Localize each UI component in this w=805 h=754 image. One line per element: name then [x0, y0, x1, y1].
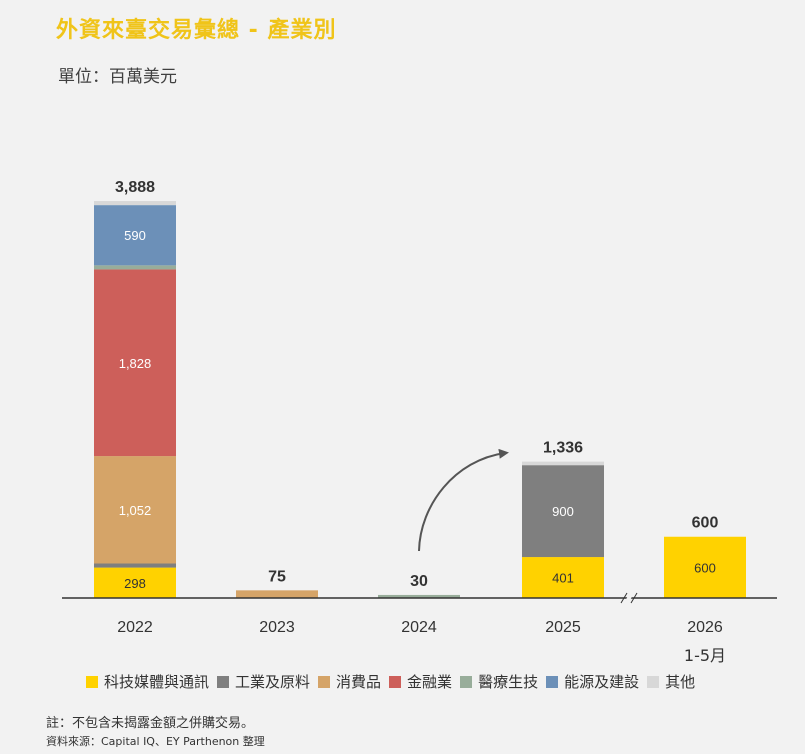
legend-item: 消費品: [318, 671, 381, 692]
segment-label: 401: [552, 571, 574, 586]
segment-label: 1,828: [119, 356, 152, 371]
growth-arrow: [418, 448, 509, 552]
legend-label: 能源及建設: [564, 673, 640, 691]
legend-item: 醫療生技: [460, 671, 538, 692]
bar-segment: [94, 269, 176, 457]
unit-label: 單位：百萬美元: [58, 67, 177, 87]
legend-label: 其他: [665, 673, 696, 691]
x-tick-label: 2022: [117, 619, 153, 636]
legend-label: 醫療生技: [478, 673, 539, 691]
bar-segment: [378, 594, 460, 598]
bar-segment: [522, 461, 604, 466]
bar-segment: [94, 201, 176, 206]
segment-label: 298: [124, 576, 146, 591]
legend-label: 金融業: [407, 673, 453, 691]
total-label: 30: [410, 573, 428, 590]
bar-segment: [522, 557, 604, 598]
bar-segment: [522, 465, 604, 558]
segment-label: 590: [124, 228, 146, 243]
x-tick-label: 2024: [401, 619, 437, 636]
segment-label: 900: [552, 504, 574, 519]
legend-swatch: [647, 675, 660, 688]
x-tick-label: 2026: [687, 619, 723, 636]
legend-swatch: [217, 675, 230, 688]
legend-label: 工業及原料: [235, 673, 311, 691]
axis-break-mark: [620, 591, 638, 605]
x-tick-sublabel: 1-5月: [684, 646, 726, 665]
legend-swatch: [546, 675, 559, 688]
footnote: 註：不包含未揭露金額之併購交易。: [46, 716, 255, 731]
legend-item: 能源及建設: [546, 671, 639, 692]
total-label: 75: [268, 568, 286, 585]
bar-segment: [236, 590, 318, 598]
bar-segment: [94, 265, 176, 270]
bar-segment: [94, 456, 176, 564]
legend-item: 科技媒體與通訊: [86, 671, 209, 692]
legend-swatch: [460, 675, 473, 688]
legend-item: 金融業: [389, 671, 452, 692]
segment-label: 1,052: [119, 503, 152, 518]
bar-segment: [94, 563, 176, 568]
source-note: 資料來源：Capital IQ、EY Parthenon 整理: [46, 735, 265, 748]
legend-swatch: [389, 675, 402, 688]
x-tick-label: 2023: [259, 619, 295, 636]
legend-swatch: [318, 675, 331, 688]
bar-segment: [94, 205, 176, 266]
total-label: 600: [692, 515, 719, 532]
total-label: 3,888: [115, 179, 155, 196]
legend-item: 其他: [647, 671, 695, 692]
chart-title: 外資來臺交易彙總 - 產業別: [56, 18, 337, 43]
stacked-bar-chart: 298 1,052 1,828 590 3,888 2022 75 2023 30 2024 401…: [62, 179, 777, 665]
bar-segment: [94, 567, 176, 598]
bar-segment: [664, 536, 746, 598]
legend-label: 科技媒體與通訊: [104, 673, 210, 691]
x-tick-label: 2025: [545, 619, 581, 636]
legend-item: 工業及原料: [217, 671, 310, 692]
total-label: 1,336: [543, 440, 583, 457]
segment-label: 600: [694, 560, 716, 575]
legend-swatch: [86, 675, 98, 688]
legend-label: 消費品: [336, 673, 382, 691]
legend: 科技媒體與通訊 工業及原料 消費品 金融業 醫療生技 能源及建設 其他: [86, 671, 703, 692]
